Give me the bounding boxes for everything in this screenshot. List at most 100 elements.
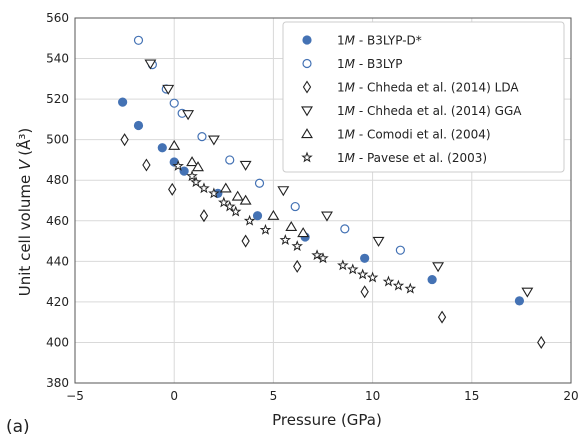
data-point xyxy=(144,59,157,70)
legend-label-prefix: 1 xyxy=(337,81,345,95)
data-point xyxy=(395,245,405,255)
x-tick-label: 0 xyxy=(170,389,178,403)
legend-label-suffix: - B3LYP xyxy=(355,57,402,71)
legend-item: 1M - Comodi et al. (2004) xyxy=(301,128,491,142)
data-point xyxy=(208,187,220,199)
data-point xyxy=(186,170,198,182)
legend-label-prefix: 1 xyxy=(337,104,345,118)
data-point xyxy=(311,249,323,261)
series-6 xyxy=(172,159,417,294)
legend-label: 1M - B3LYP-D* xyxy=(337,34,422,48)
legend-label-prefix: 1 xyxy=(337,57,345,71)
x-axis-title: Pressure (GPa) xyxy=(272,411,382,429)
x-tick-label: 5 xyxy=(270,389,278,403)
data-point xyxy=(356,268,369,280)
y-axis-title-variable: V xyxy=(16,158,34,170)
y-tick-label: 440 xyxy=(46,254,69,268)
data-point xyxy=(162,84,175,95)
data-point xyxy=(372,236,385,247)
y-tick-label: 540 xyxy=(46,52,69,66)
legend-label-prefix: 1 xyxy=(337,151,345,165)
data-point xyxy=(239,160,252,171)
data-point xyxy=(198,182,210,194)
data-point xyxy=(218,196,230,208)
legend-item: 1M - Chheda et al. (2014) GGA xyxy=(301,104,522,118)
legend-label-suffix: - Chheda et al. (2014) LDA xyxy=(355,81,519,95)
legend-label-suffix: - Comodi et al. (2004) xyxy=(355,128,491,142)
data-points xyxy=(118,35,546,349)
series-3 xyxy=(120,133,546,349)
data-point xyxy=(427,274,437,285)
data-point xyxy=(291,240,303,252)
axis-ticks: −5 0 5 10 15 20 380 400 420 440 460 480 500 520 540 560 xyxy=(46,11,579,403)
data-point xyxy=(192,161,204,172)
data-point xyxy=(197,132,207,142)
data-point xyxy=(243,214,256,226)
data-point xyxy=(168,182,177,196)
legend-marker xyxy=(302,35,312,45)
legend-item: 1M - Pavese et al. (2003) xyxy=(301,151,487,165)
data-point xyxy=(133,35,144,45)
legend-label: 1M - B3LYP xyxy=(337,57,402,71)
data-point xyxy=(521,287,534,298)
data-point xyxy=(285,220,298,232)
data-point xyxy=(437,310,447,324)
data-point xyxy=(337,259,349,271)
series-4 xyxy=(144,59,534,298)
legend-item: 1M - B3LYP-D* xyxy=(302,34,422,48)
legend-label-italic: M xyxy=(345,57,356,71)
legend-marker xyxy=(301,106,313,117)
data-point xyxy=(293,259,302,273)
data-point xyxy=(179,166,189,176)
panel-label: (a) xyxy=(6,417,30,436)
series-1 xyxy=(118,97,525,306)
y-axis-title-prefix: Unit cell volume xyxy=(16,170,34,296)
data-point xyxy=(169,98,179,108)
data-point xyxy=(392,279,405,291)
series-5 xyxy=(168,139,310,238)
y-axis-title: Unit cell volume V (Å³) xyxy=(15,128,34,296)
legend-label-italic: M xyxy=(345,128,356,142)
y-tick-label: 520 xyxy=(46,92,69,106)
data-point xyxy=(432,262,445,273)
data-point xyxy=(142,158,151,172)
x-tick-label: 10 xyxy=(365,389,380,403)
legend-box xyxy=(282,21,565,173)
legend-item: 1M - B3LYP xyxy=(302,57,402,71)
legend-label: 1M - Chheda et al. (2014) GGA xyxy=(337,104,522,118)
y-tick-label: 460 xyxy=(46,214,69,228)
data-point xyxy=(404,282,417,294)
legend-label-italic: M xyxy=(345,151,356,165)
data-point xyxy=(252,211,263,221)
legend-item: 1M - Chheda et al. (2014) LDA xyxy=(302,80,519,95)
data-point xyxy=(297,227,310,238)
y-axis-title-unit: (Å³) xyxy=(15,128,34,156)
y-tick-label: 480 xyxy=(46,173,69,187)
data-point xyxy=(537,335,546,349)
data-point xyxy=(133,120,144,131)
x-tick-label: −5 xyxy=(66,389,84,403)
data-point xyxy=(157,143,167,153)
data-point xyxy=(199,209,209,223)
data-point xyxy=(168,139,181,150)
data-point xyxy=(241,234,250,248)
data-point xyxy=(172,159,184,171)
x-tick-label: 20 xyxy=(563,389,578,403)
legend-marker xyxy=(302,58,312,69)
legend-label: 1M - Comodi et al. (2004) xyxy=(337,128,491,142)
data-point xyxy=(382,275,395,287)
legend-label-suffix: - Pavese et al. (2003) xyxy=(355,151,487,165)
y-tick-label: 560 xyxy=(46,11,69,25)
legend-label-italic: M xyxy=(345,81,356,95)
data-point xyxy=(360,285,369,299)
legend-marker xyxy=(302,80,312,94)
data-point xyxy=(223,200,236,212)
data-point xyxy=(229,205,242,217)
legend-label-italic: M xyxy=(345,104,356,118)
legend-label: 1M - Pavese et al. (2003) xyxy=(337,151,487,165)
data-point xyxy=(182,110,195,121)
plot-frame xyxy=(74,17,572,384)
data-point xyxy=(366,271,379,283)
